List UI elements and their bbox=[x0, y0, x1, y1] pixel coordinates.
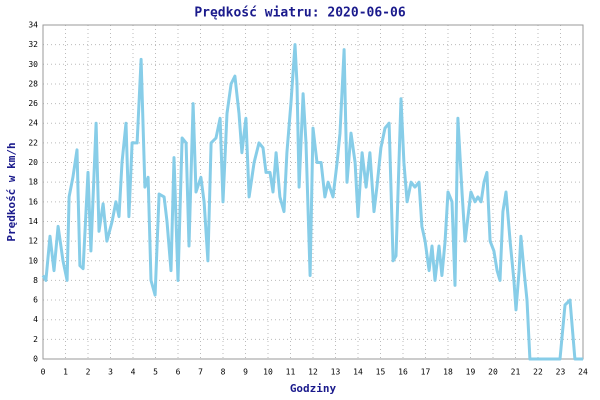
y-tick-label: 14 bbox=[28, 217, 38, 226]
y-tick-label: 0 bbox=[33, 355, 38, 364]
y-tick-label: 12 bbox=[28, 237, 38, 246]
y-tick-label: 16 bbox=[28, 197, 38, 206]
x-tick-label: 2 bbox=[86, 368, 91, 377]
x-tick-label: 8 bbox=[221, 368, 226, 377]
x-tick-label: 18 bbox=[443, 368, 453, 377]
x-tick-label: 19 bbox=[466, 368, 476, 377]
x-tick-label: 14 bbox=[353, 368, 363, 377]
x-tick-label: 1 bbox=[63, 368, 68, 377]
plot-frame bbox=[42, 24, 584, 360]
x-tick-label: 11 bbox=[286, 368, 296, 377]
x-tick-label: 10 bbox=[263, 368, 273, 377]
x-tick-label: 12 bbox=[308, 368, 318, 377]
x-tick-label: 13 bbox=[331, 368, 341, 377]
y-tick-label: 30 bbox=[28, 60, 38, 69]
y-tick-label: 34 bbox=[28, 21, 38, 30]
x-tick-label: 15 bbox=[376, 368, 386, 377]
x-tick-label: 4 bbox=[131, 368, 136, 377]
x-tick-label: 5 bbox=[153, 368, 158, 377]
x-tick-label: 23 bbox=[556, 368, 566, 377]
x-tick-label: 6 bbox=[176, 368, 181, 377]
x-tick-label: 9 bbox=[243, 368, 248, 377]
x-tick-label: 17 bbox=[421, 368, 431, 377]
y-tick-label: 18 bbox=[28, 178, 38, 187]
x-tick-label: 0 bbox=[41, 368, 46, 377]
x-tick-label: 7 bbox=[198, 368, 203, 377]
y-tick-label: 32 bbox=[28, 40, 38, 49]
y-tick-label: 24 bbox=[28, 119, 38, 128]
x-tick-label: 20 bbox=[488, 368, 498, 377]
y-tick-label: 20 bbox=[28, 158, 38, 167]
y-tick-label: 22 bbox=[28, 138, 38, 147]
y-tick-label: 28 bbox=[28, 79, 38, 88]
x-axis-label: Godziny bbox=[290, 382, 337, 395]
chart-title: Prędkość wiatru: 2020-06-06 bbox=[194, 6, 405, 21]
x-tick-label: 21 bbox=[511, 368, 521, 377]
y-tick-label: 4 bbox=[33, 315, 38, 324]
x-tick-label: 3 bbox=[108, 368, 113, 377]
x-tick-label: 24 bbox=[578, 368, 588, 377]
y-tick-label: 26 bbox=[28, 99, 38, 108]
y-tick-label: 8 bbox=[33, 276, 38, 285]
y-tick-label: 6 bbox=[33, 296, 38, 305]
data-line bbox=[41, 43, 583, 361]
y-tick-label: 2 bbox=[33, 335, 38, 344]
x-tick-label: 22 bbox=[533, 368, 543, 377]
y-tick-label: 10 bbox=[28, 256, 38, 265]
y-axis-label: Prędkość w km/h bbox=[5, 142, 18, 241]
x-tick-label: 16 bbox=[398, 368, 408, 377]
